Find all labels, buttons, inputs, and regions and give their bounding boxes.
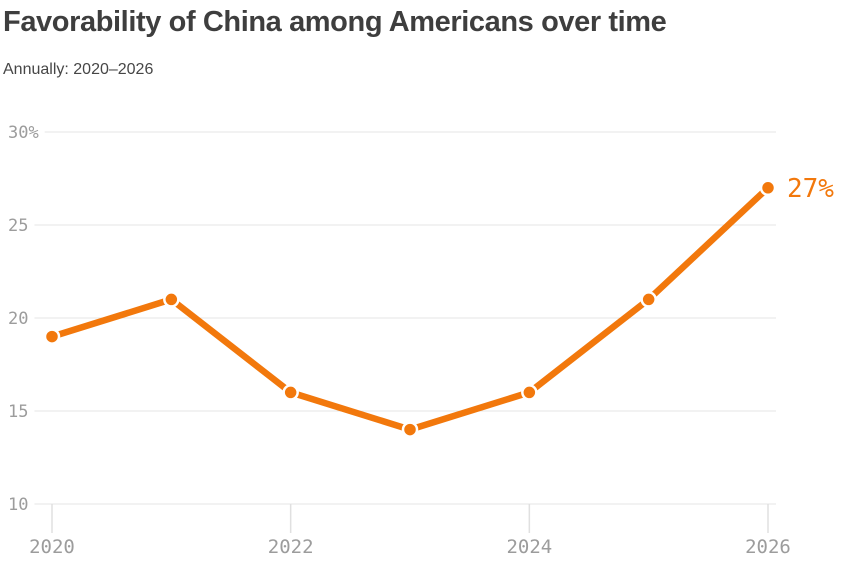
y-axis-tick-label: 25 xyxy=(8,216,28,236)
data-point xyxy=(759,179,777,197)
x-axis-tick-label: 2022 xyxy=(268,536,314,558)
x-axis-tick-label: 2024 xyxy=(506,536,552,558)
y-axis-tick-label: 30% xyxy=(8,123,39,143)
y-axis-tick-label: 15 xyxy=(8,402,28,422)
data-point xyxy=(163,291,180,308)
end-value-label: 27% xyxy=(787,174,834,204)
data-point xyxy=(521,384,538,401)
x-axis-tick-label: 2026 xyxy=(745,536,791,558)
y-axis-tick-label: 20 xyxy=(8,309,28,329)
y-axis-tick-label: 10 xyxy=(8,495,28,515)
data-point xyxy=(401,421,419,438)
data-point xyxy=(640,291,657,308)
data-point xyxy=(282,384,299,401)
x-axis-tick-label: 2020 xyxy=(29,536,75,558)
chart-title: Favorability of China among Americans ov… xyxy=(3,6,667,38)
chart-subtitle: Annually: 2020–2026 xyxy=(3,61,154,78)
data-point xyxy=(43,328,61,345)
data-line xyxy=(48,184,772,433)
